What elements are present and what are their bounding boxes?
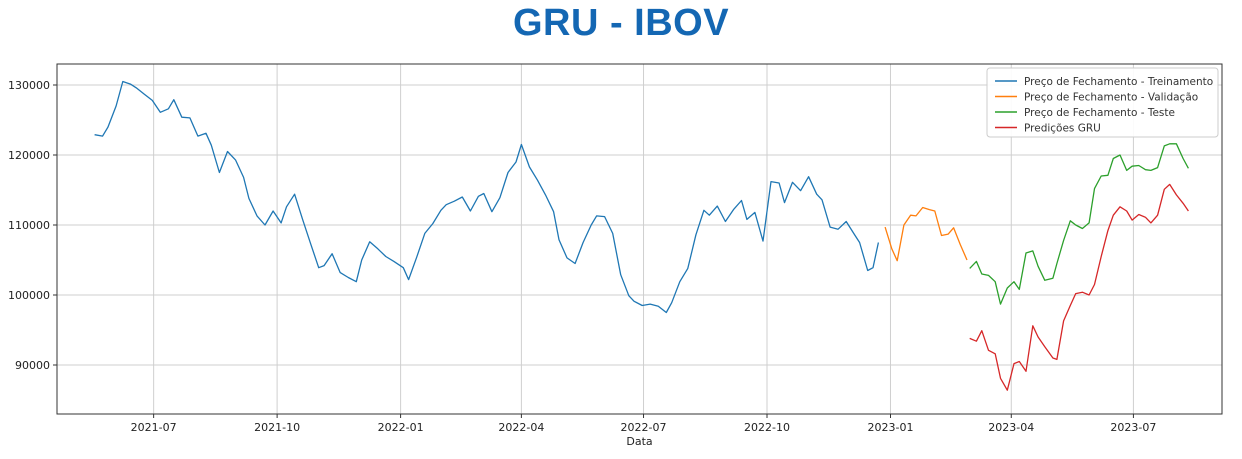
y-tick-label: 120000 [8,149,50,162]
series-line-3 [969,143,1189,305]
series-lines [94,80,1189,391]
x-tick-label: 2022-04 [498,421,544,434]
legend-box [986,67,1219,138]
x-tick-label: 2021-07 [131,421,177,434]
x-tick-label: 2022-01 [378,421,424,434]
legend-entry: Preço de Fechamento - Teste [1024,107,1175,119]
chart-title: GRU - IBOV [512,2,730,44]
x-tick-label: 2023-07 [1110,421,1156,434]
legend-entry: Preço de Fechamento - Treinamento [1024,76,1213,88]
x-tick-label: 2022-07 [621,421,667,434]
x-tick-label: 2022-10 [744,421,790,434]
series-line-4 [969,183,1189,391]
x-tick-label: 2023-04 [988,421,1034,434]
y-tick-label: 130000 [8,79,50,92]
x-tick-label: 2023-01 [868,421,914,434]
y-tick-label: 110000 [8,219,50,232]
x-axis: 2021-07 2021-10 2022-01 2022-04 2022-07 2022-… [131,414,1156,434]
series-line-1 [94,80,880,314]
plot-frame [56,63,1223,415]
y-axis: 90000 100000 110000 120000 130000 [8,79,57,372]
series-line-2 [884,206,968,262]
y-tick-label: 90000 [15,359,50,372]
x-tick-label: 2021-10 [254,421,300,434]
legend-entry: Predições GRU [1024,123,1101,135]
x-axis-label: Data [626,435,652,448]
legend-entry: Preço de Fechamento - Validação [1024,92,1198,104]
legend: Preço de Fechamento - Treinamento Preço d… [986,67,1219,138]
y-tick-label: 100000 [8,289,50,302]
